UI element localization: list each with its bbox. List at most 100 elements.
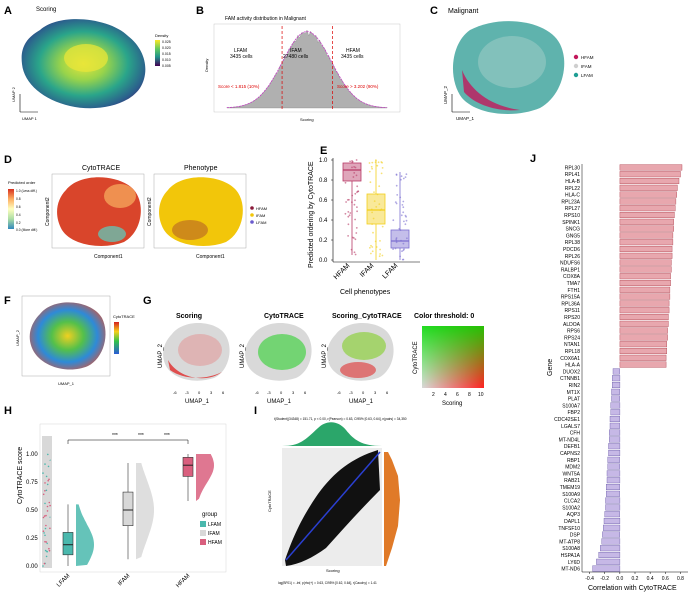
panel-j-ylabel: Gene [547,359,554,376]
strip-point [44,482,46,484]
bar-pdcd6 [619,245,673,252]
jitter-point-ifam [371,246,374,248]
jitter-point-ifam [368,170,371,173]
jitter-point-hfam [347,223,350,226]
gene-label: CLCA2 [564,499,580,505]
jitter-point-ifam [373,200,376,203]
gene-label: CDC42SE1 [554,417,580,423]
strip-point [44,534,46,537]
blend-map-title: Scoring_CytoTRACE [332,313,402,320]
panel-i-letter: I [254,405,257,417]
group-legend-hfam: HFAM [208,540,222,546]
cb-tick-2: 0.8 [16,197,21,201]
bar-duox2 [612,368,621,375]
strip-point [47,522,49,525]
gene-label: COX6A1 [560,356,580,362]
panel-e-ytick-label: 0.8 [319,178,328,184]
gene-label: S100A7 [562,403,580,409]
strip-point [45,541,48,543]
gene-label: S100A9 [562,492,580,498]
panel-j-letter: J [530,153,536,165]
gene-label: PLAT [568,397,580,403]
cytotrace-tick-5: 6 [304,390,307,395]
panel-c: C Malignant UMAP_1 UMAP_2 HFAM IFAM LFAM [430,5,594,121]
gene-label: RPS11 [565,308,581,314]
gene-label: ALDOA [563,322,581,328]
strip-point [45,469,48,472]
jitter-point-hfam [353,172,356,174]
jitter-point-ifam [378,203,381,206]
bar-hla-b [619,177,680,184]
jitter-point-hfam [347,211,350,213]
cb-tick-5: 0.2 [16,221,21,225]
legend-label-hfam: HFAM [581,55,594,60]
box-ifam [366,193,386,225]
panel-a: A Scoring UMAP 1 UMAP 2 Density 0.025 0.… [4,5,171,121]
strip-point [44,463,46,465]
strip-point [48,478,50,481]
grid-tick-4: 8 [468,392,471,398]
ifam-group-label: IFAM [290,48,302,54]
bar-spink1 [619,218,674,225]
regression-line [285,451,381,561]
scoring-marginal-histogram [282,422,382,446]
grid-ylabel: CytoTRACE [413,341,419,374]
bar-ntan1 [619,341,668,348]
panel-f-letter: F [4,295,11,307]
bar-s100a2 [605,504,621,511]
lfam-threshold-label: Score < 1.815 (10%) [218,84,260,89]
bar-fbp2 [610,409,621,416]
panel-g-letter: G [143,295,152,307]
phenotype-hfam-region [172,220,208,240]
gene-label: RPL41 [565,172,581,178]
gene-label: AQP3 [567,512,581,518]
panel-h-ytick-label: 1.00 [26,452,38,458]
jitter-point-lfam [392,248,394,251]
cytotrace-tick-2: -3 [267,390,271,395]
cytotrace-ylabel: Component2 [45,197,51,226]
jitter-point-hfam [354,199,356,202]
panel-e-letter: E [320,145,327,157]
panel-f-legend-title: CytoTRACE [113,314,135,319]
gene-label: FBP2 [567,410,580,416]
jitter-point-hfam [346,199,349,201]
gene-label: RPL27 [565,206,581,212]
jitter-point-ifam [372,231,374,234]
legend-dot-lfam [250,220,254,224]
jitter-point-ifam [379,253,381,255]
blend-tick-4: 3 [374,390,377,395]
predicted-order-title: Predicted order [8,180,36,185]
phenotype-frame [153,173,247,249]
strip-point [48,551,51,553]
phenotype-plot-title: Phenotype [184,165,218,172]
panel-d-letter: D [4,154,12,166]
bar-cox8a [619,273,671,280]
umap-cloud-mix [478,36,546,88]
jitter-point-hfam [345,201,347,203]
bar-rps11 [619,307,670,314]
panel-d: D CytoTRACE Phenotype Component1 Compone… [4,154,267,260]
category-label-hfam: HFAM [175,573,191,589]
box-hfam [182,457,194,477]
jitter-point-ifam [370,252,372,255]
scoring-tick-4: 3 [210,390,213,395]
strip-point [45,543,47,545]
gene-label: CAPNS2 [560,451,580,457]
cytotrace-xlabel: Component1 [94,254,123,260]
jitter-point-ifam [379,248,381,251]
cb-tick-6: 0.0 (More diff.) [16,228,37,232]
strip-point [47,453,49,456]
bar-mdm2 [607,463,621,470]
jitter-point-hfam [354,218,356,221]
jitter-point-lfam [395,238,398,241]
jitter-point-hfam [354,166,357,169]
group-legend-ifam: IFAM [208,531,220,537]
panel-i-bottom-line: log(BF01) = -Inf, p(rho|+) = 0.63, CI95%… [278,581,377,585]
strip-point [49,527,51,530]
strip-point [42,530,45,532]
gene-label: WNT5A [563,471,581,477]
bar-lgals7 [609,422,621,429]
panel-g: G Scoring CytoTRACE Scoring_CytoTRACE Co… [143,295,484,407]
blend-map-xlabel: UMAP_1 [349,399,374,405]
bar-ralbp1 [619,266,672,273]
